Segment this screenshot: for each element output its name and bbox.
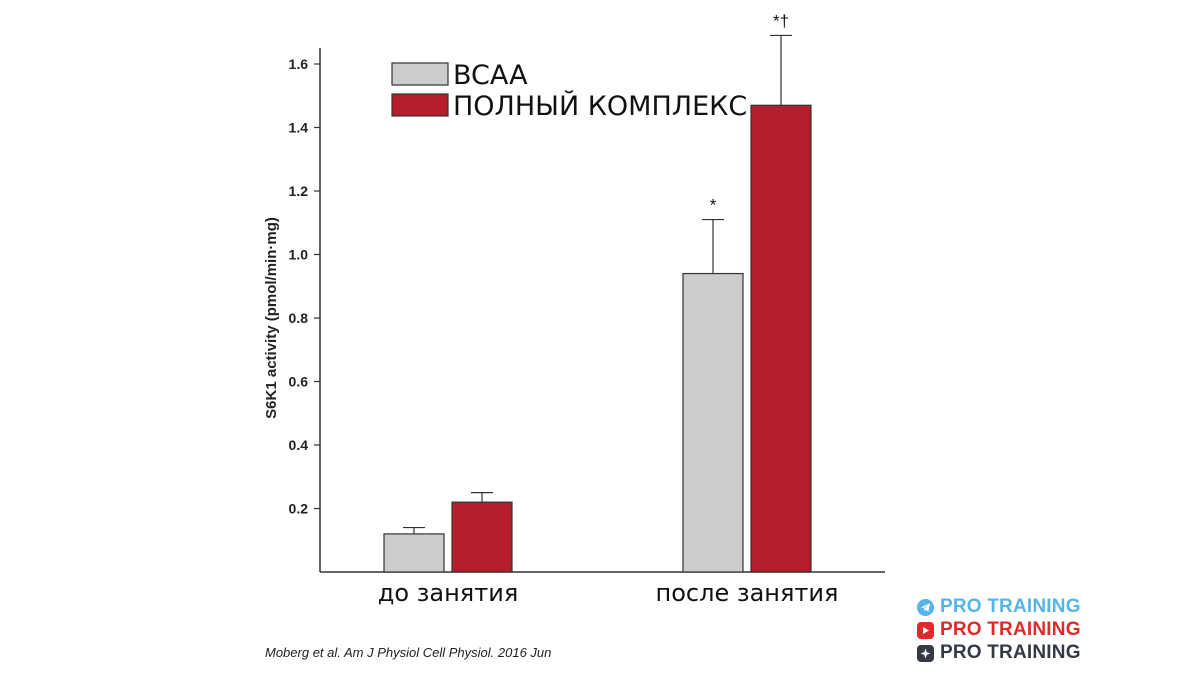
category-labels: до занятия после занятия bbox=[378, 579, 839, 607]
y-axis-label: S6K1 activity (pmol/min·mg) bbox=[263, 217, 280, 419]
bar bbox=[451, 501, 513, 573]
y-tick-label: 1.4 bbox=[289, 120, 309, 136]
legend-swatch bbox=[391, 62, 449, 86]
branding: PRO TRAINING PRO TRAINING PRO TRAINING bbox=[917, 596, 1081, 665]
telegram-icon bbox=[917, 598, 934, 616]
y-tick-label: 0.8 bbox=[289, 310, 309, 326]
x-category-label: до занятия bbox=[378, 579, 519, 607]
x-category-label: после занятия bbox=[656, 579, 839, 607]
source-citation: Moberg et al. Am J Physiol Cell Physiol.… bbox=[265, 645, 552, 660]
brand-row-compass: PRO TRAINING bbox=[917, 642, 1081, 664]
significance-marker: * bbox=[710, 196, 717, 215]
brand-text: PRO TRAINING bbox=[940, 596, 1081, 617]
compass-icon bbox=[917, 644, 934, 662]
bar bbox=[750, 104, 812, 573]
y-tick-label: 0.6 bbox=[289, 374, 309, 390]
y-tick-label: 1.0 bbox=[289, 247, 309, 263]
youtube-icon bbox=[917, 621, 934, 639]
bars: * *† bbox=[383, 11, 812, 573]
brand-text: PRO TRAINING bbox=[940, 619, 1081, 640]
brand-row-telegram: PRO TRAINING bbox=[917, 596, 1081, 618]
legend-label: ПОЛНЫЙ КОМПЛЕКС bbox=[453, 90, 747, 122]
legend-label: BCAA bbox=[453, 60, 528, 91]
brand-text: PRO TRAINING bbox=[940, 642, 1081, 663]
y-tick-label: 0.4 bbox=[289, 437, 309, 453]
legend-swatch bbox=[391, 93, 449, 117]
y-tick-label: 1.2 bbox=[289, 183, 309, 199]
y-tick-label: 1.6 bbox=[289, 56, 309, 72]
bar bbox=[682, 272, 744, 573]
y-ticks: 0.2 0.4 0.6 0.8 1.0 1.2 1.4 1.6 bbox=[289, 56, 320, 517]
brand-row-youtube: PRO TRAINING bbox=[917, 619, 1081, 641]
bar bbox=[383, 533, 445, 573]
significance-marker: *† bbox=[773, 11, 789, 30]
y-tick-label: 0.2 bbox=[289, 501, 309, 517]
